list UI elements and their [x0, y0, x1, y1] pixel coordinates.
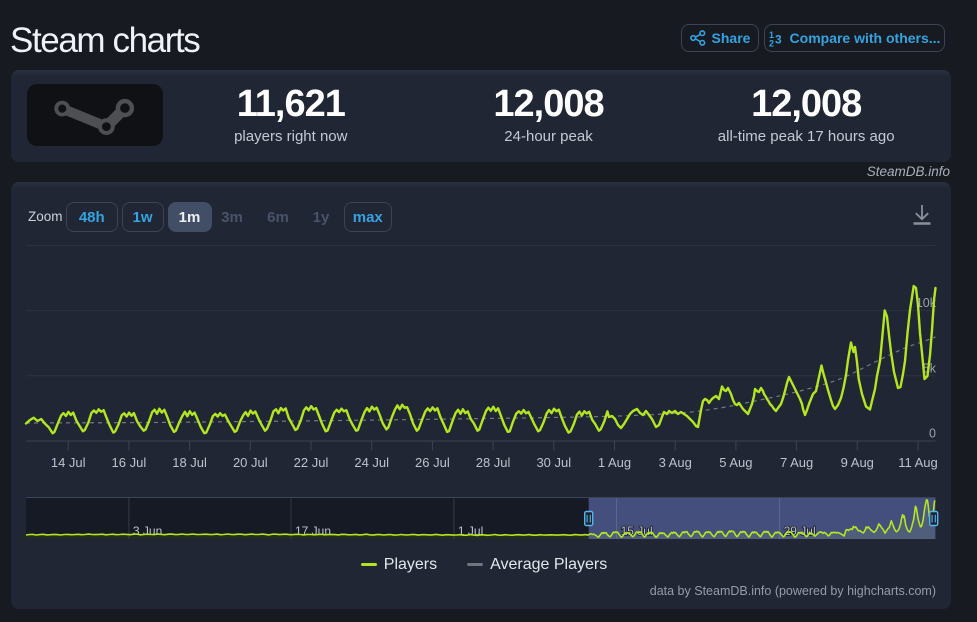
svg-text:28 Jul: 28 Jul — [476, 455, 511, 470]
svg-text:14 Jul: 14 Jul — [51, 455, 86, 470]
svg-text:3: 3 — [775, 32, 782, 46]
svg-text:1 Aug: 1 Aug — [598, 455, 631, 470]
svg-text:1: 1 — [769, 30, 774, 40]
svg-text:3 Jun: 3 Jun — [133, 524, 162, 538]
svg-text:22 Jul: 22 Jul — [294, 455, 329, 470]
svg-text:7 Aug: 7 Aug — [780, 455, 813, 470]
svg-text:26 Jul: 26 Jul — [415, 455, 450, 470]
svg-text:18 Jul: 18 Jul — [172, 455, 207, 470]
svg-text:5k: 5k — [923, 361, 937, 375]
svg-text:9 Aug: 9 Aug — [841, 455, 874, 470]
svg-text:1 Jul: 1 Jul — [458, 524, 483, 538]
svg-text:30 Jul: 30 Jul — [536, 455, 571, 470]
svg-text:5 Aug: 5 Aug — [719, 455, 752, 470]
svg-text:24 Jul: 24 Jul — [354, 455, 389, 470]
svg-text:20 Jul: 20 Jul — [233, 455, 268, 470]
svg-text:11 Aug: 11 Aug — [898, 455, 938, 470]
svg-text:10k: 10k — [916, 296, 937, 310]
svg-text:2: 2 — [769, 38, 774, 47]
svg-text:15 Jul: 15 Jul — [621, 524, 653, 538]
svg-text:3 Aug: 3 Aug — [659, 455, 692, 470]
svg-text:0: 0 — [929, 427, 936, 441]
svg-text:17 Jun: 17 Jun — [295, 524, 331, 538]
svg-text:29 Jul: 29 Jul — [784, 524, 816, 538]
svg-text:16 Jul: 16 Jul — [112, 455, 147, 470]
